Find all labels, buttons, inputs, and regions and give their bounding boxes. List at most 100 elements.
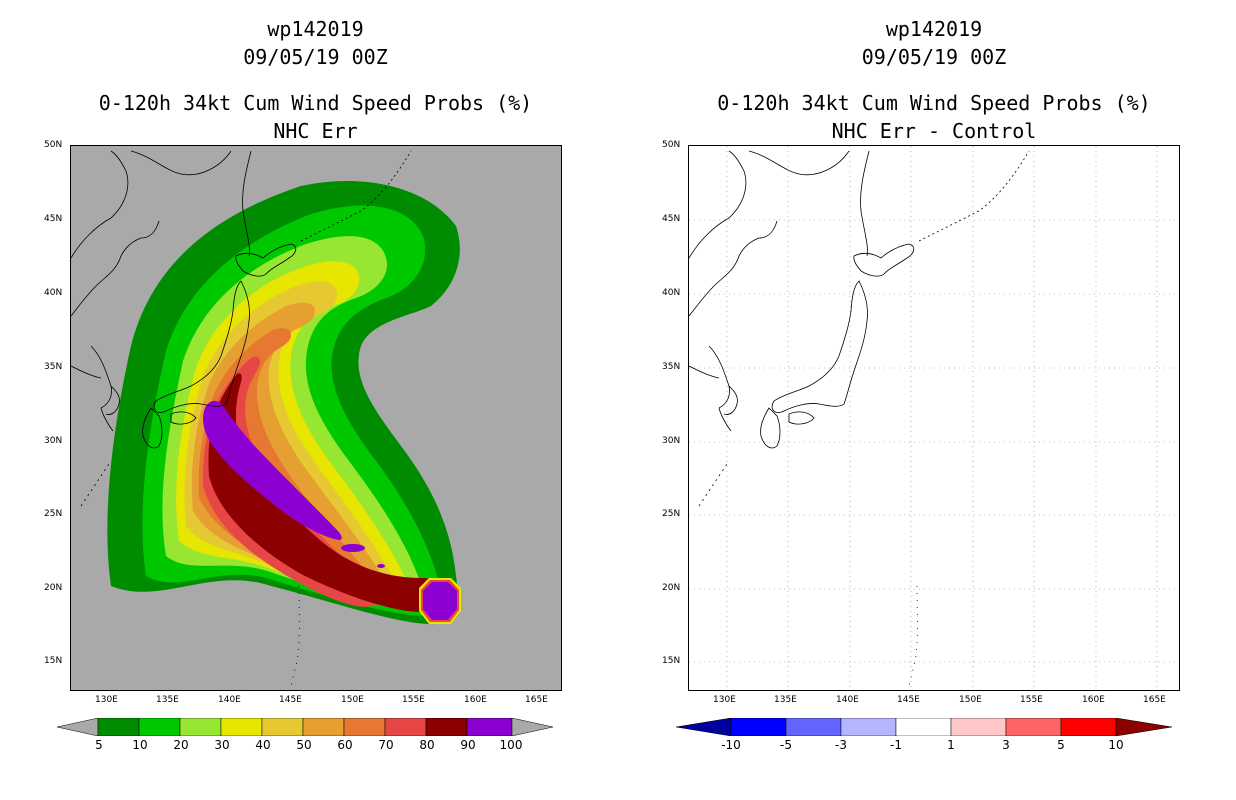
coastline-hokkaido [853,243,915,277]
coastline-shikoku [170,411,197,425]
initial-position-core [423,582,457,620]
colorbar-bin [302,718,345,736]
coastlines [689,150,1030,690]
right-lat-label: 15N [662,656,681,666]
right-map [688,145,1180,691]
left-lat-label: 20N [44,583,63,593]
left-colorbar-label: 30 [214,738,230,752]
right-lon-label: 155E [1020,695,1043,705]
right-title-storm-id: wp142019 [885,17,983,41]
coastline-sakhalin [860,150,870,257]
left-colorbar-label: 20 [173,738,189,752]
right-colorbar-label: -10 [721,738,741,752]
left-colorbar [57,718,553,736]
coastline-kuril [300,150,412,242]
left-colorbar-label: 10 [132,738,148,752]
left-lat-label: 40N [44,288,63,298]
coastline-asia [689,150,850,409]
colorbar-bin [138,718,181,736]
colorbar-bin [466,718,513,736]
prob-contour-90-fragment [341,544,365,552]
left-lon-label: 140E [218,695,241,705]
left-colorbar-label: 100 [499,738,523,752]
left-lon-label: 165E [525,695,548,705]
left-lon-label: 150E [341,695,364,705]
probability-swath [107,180,461,625]
coastline-asia [71,150,232,409]
right-lat-label: 30N [662,436,681,446]
prob-contour-80 [208,373,458,612]
coastline-honshu [153,280,250,413]
coastline-kuril [918,150,1030,242]
left-colorbar-label: 70 [378,738,394,752]
left-colorbar-label: 90 [460,738,476,752]
left-map-canvas [71,146,561,690]
coastline-sakhalin [242,150,252,257]
left-lon-label: 130E [95,695,118,705]
right-colorbar-svg [676,718,1172,736]
right-colorbar-label: 3 [1002,738,1010,752]
right-title-subtitle: NHC Err - Control [831,119,1037,143]
left-lat-label: 25N [44,509,63,519]
coastline-korea [718,385,738,432]
left-colorbar-label: 80 [419,738,435,752]
coastline-kyushu [142,407,163,449]
left-title-subtitle: NHC Err [273,119,358,143]
colorbar-over-arrow [1115,718,1172,736]
left-lon-label: 160E [464,695,487,705]
right-map-canvas [689,146,1179,690]
colorbar-bin [97,718,140,736]
left-colorbar-svg [57,718,553,736]
right-lon-label: 145E [897,695,920,705]
right-colorbar-label: 1 [947,738,955,752]
coastlines [71,150,412,690]
right-colorbar-label: 10 [1108,738,1124,752]
colorbar-bin [785,718,842,736]
colorbar-bin [840,718,897,736]
colorbar-bin [343,718,386,736]
left-map [70,145,562,691]
colorbar-bin [950,718,1007,736]
left-colorbar-label: 40 [255,738,271,752]
left-lat-label: 35N [44,362,63,372]
graticule [689,146,1179,690]
right-lon-label: 160E [1082,695,1105,705]
colorbar-bin [895,718,952,736]
colorbar-bin [220,718,263,736]
prob-contour-90 [203,400,342,540]
right-lat-label: 20N [662,583,681,593]
right-colorbar-label: -5 [780,738,792,752]
colorbar-bin [730,718,787,736]
map-background [689,146,1179,690]
left-lat-label: 45N [44,214,63,224]
coastline-honshu [771,280,868,413]
left-title-date: 09/05/19 00Z [243,45,388,69]
right-colorbar-label: -3 [835,738,847,752]
right-lon-label: 130E [713,695,736,705]
left-title-product: 0-120h 34kt Cum Wind Speed Probs (%) [98,91,533,115]
right-colorbar-label: 5 [1057,738,1065,752]
left-lat-label: 30N [44,436,63,446]
colorbar-bin [179,718,222,736]
right-colorbar [676,718,1172,736]
prob-contour-70 [202,356,389,607]
right-lat-label: 50N [662,140,681,150]
colorbar-over-arrow [511,718,553,736]
left-lat-label: 15N [44,656,63,666]
left-lon-label: 145E [279,695,302,705]
right-lat-label: 40N [662,288,681,298]
left-colorbar-label: 60 [337,738,353,752]
coastline-shikoku [788,411,815,425]
right-lat-label: 35N [662,362,681,372]
colorbar-bin [384,718,427,736]
colorbar-bin [261,718,304,736]
colorbar-bin [425,718,468,736]
colorbar-under-arrow [57,718,99,736]
left-colorbar-label: 5 [95,738,103,752]
prob-contour-90-fragment [377,564,385,568]
right-lon-label: 140E [836,695,859,705]
right-lon-label: 135E [774,695,797,705]
left-colorbar-label: 50 [296,738,312,752]
right-colorbar-label: -1 [890,738,902,752]
colorbar-bin [1060,718,1117,736]
